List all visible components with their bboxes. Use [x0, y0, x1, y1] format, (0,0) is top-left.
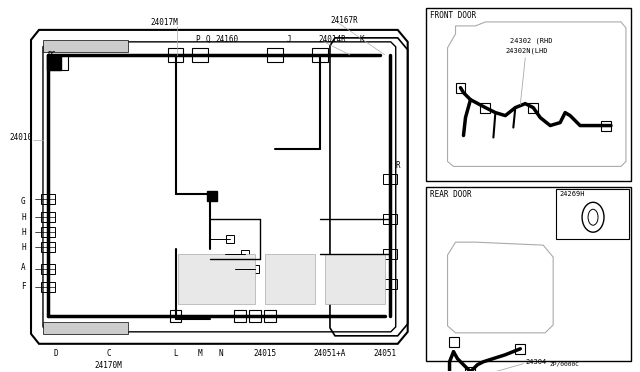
Text: J: J [287, 35, 292, 44]
Text: C: C [51, 51, 56, 60]
Text: D: D [54, 349, 58, 358]
Bar [325, 254, 385, 304]
Bar [426, 187, 631, 361]
Bar [41, 282, 55, 292]
Text: H: H [21, 213, 26, 222]
Bar [265, 254, 315, 304]
Bar [528, 103, 538, 113]
Bar [456, 83, 465, 93]
Text: R: R [396, 161, 401, 170]
Text: H: H [21, 228, 26, 237]
Text: F: F [21, 282, 26, 291]
Bar [312, 48, 328, 62]
Bar [252, 265, 259, 273]
Text: 24015: 24015 [253, 349, 276, 358]
Text: N: N [218, 349, 223, 358]
Text: 24302 (RHD: 24302 (RHD [510, 38, 553, 44]
Bar [47, 55, 61, 70]
Bar [601, 121, 611, 131]
Text: H: H [21, 243, 26, 252]
Bar [179, 254, 255, 304]
Bar [449, 337, 458, 347]
Text: K: K [360, 35, 365, 44]
Text: REAR DOOR: REAR DOOR [429, 190, 471, 199]
Bar [267, 48, 283, 62]
Text: C: C [106, 349, 111, 358]
Text: 24051: 24051 [373, 349, 396, 358]
Text: 24017M: 24017M [150, 18, 179, 27]
Text: 24304: 24304 [525, 359, 547, 365]
Bar [264, 310, 276, 322]
Bar [556, 189, 629, 239]
Bar [515, 344, 525, 354]
Text: M: M [198, 349, 203, 358]
Bar [48, 55, 68, 70]
Bar [170, 310, 182, 322]
Bar [41, 212, 55, 222]
Text: 24170M: 24170M [95, 361, 123, 370]
Bar [41, 242, 55, 252]
Text: 24269H: 24269H [559, 191, 585, 197]
Text: P: P [195, 35, 200, 44]
Text: ZP/0000C: ZP/0000C [549, 362, 579, 367]
Text: 24051+A: 24051+A [314, 349, 346, 358]
Bar [241, 250, 249, 258]
Bar [465, 367, 476, 372]
Text: Q: Q [205, 35, 210, 44]
Text: B: B [47, 51, 52, 60]
Bar [426, 8, 631, 182]
Text: 24302N(LHD: 24302N(LHD [506, 48, 548, 54]
Bar [41, 194, 55, 204]
Text: 24010: 24010 [9, 132, 32, 141]
Text: A: A [21, 263, 26, 272]
Bar [41, 227, 55, 237]
Bar [43, 322, 127, 334]
Bar [207, 191, 218, 201]
Text: 24167R: 24167R [330, 16, 358, 25]
Text: 24160: 24160 [216, 35, 239, 44]
Text: FRONT DOOR: FRONT DOOR [429, 11, 476, 20]
Bar [383, 249, 397, 259]
Bar [481, 103, 490, 113]
Bar [193, 48, 209, 62]
Bar [43, 40, 127, 52]
Bar [41, 264, 55, 274]
Bar [168, 48, 184, 62]
Bar [227, 235, 234, 243]
Bar [383, 174, 397, 185]
Bar [249, 310, 261, 322]
Bar [234, 310, 246, 322]
Bar [383, 214, 397, 224]
Bar [383, 279, 397, 289]
Text: G: G [21, 197, 26, 206]
Text: L: L [173, 349, 178, 358]
Text: 24014R: 24014R [318, 35, 346, 44]
